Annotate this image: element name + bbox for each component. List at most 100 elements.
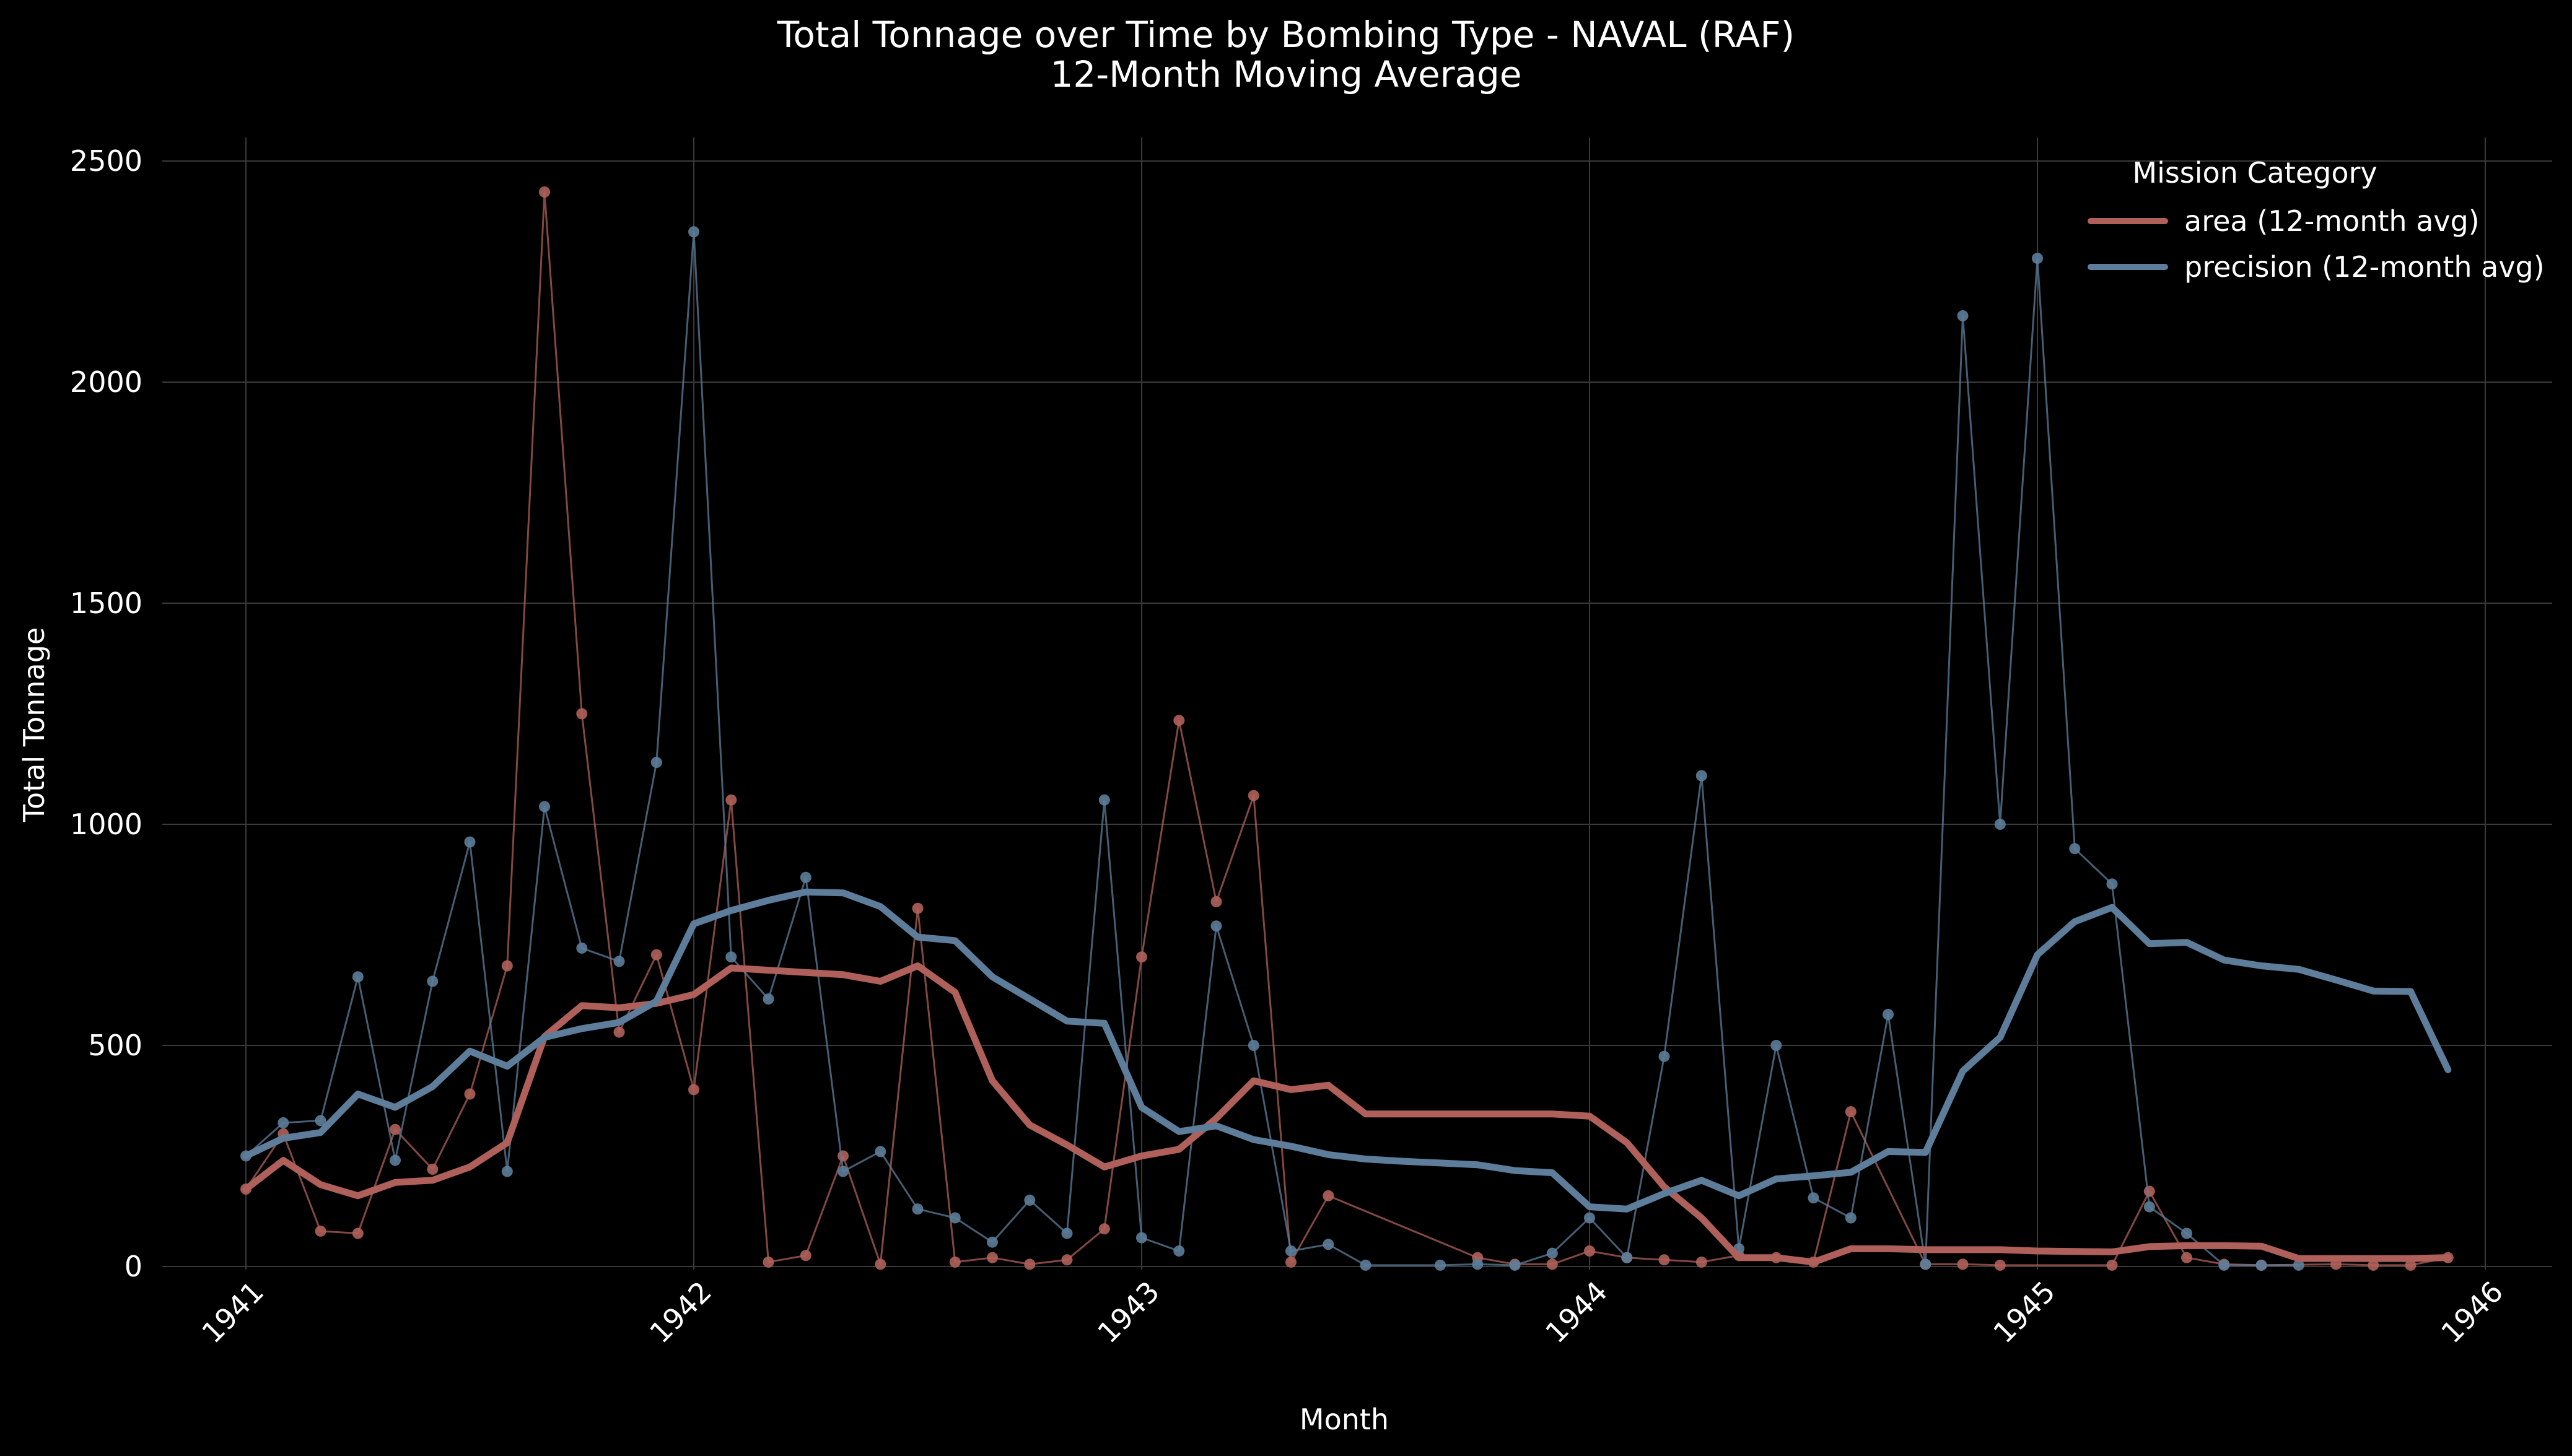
raw-point-precision <box>576 942 588 954</box>
raw-point-precision <box>1621 1252 1633 1263</box>
series-layer <box>240 186 2454 1271</box>
raw-point-precision <box>1509 1259 1521 1271</box>
raw-point-precision <box>1883 1009 1894 1020</box>
raw-point-precision <box>1210 920 1222 932</box>
raw-point-precision <box>2143 1201 2155 1213</box>
raw-point-precision <box>875 1146 886 1157</box>
raw-point-precision <box>2255 1259 2267 1271</box>
raw-point-area <box>2405 1259 2417 1271</box>
y-axis-label: Total Tonnage <box>17 627 51 822</box>
raw-point-precision <box>763 993 774 1005</box>
raw-point-precision <box>1845 1212 1857 1224</box>
raw-point-precision <box>2106 878 2118 890</box>
raw-point-precision <box>2069 843 2081 855</box>
raw-point-precision <box>1136 1232 1147 1244</box>
legend-item-precision: precision (12-month avg) <box>2081 244 2565 290</box>
x-axis-label: Month <box>1299 1403 1389 1436</box>
raw-point-precision <box>1360 1259 1371 1271</box>
y-tick-label: 1500 <box>70 586 142 620</box>
raw-point-area <box>1546 1258 1558 1270</box>
raw-point-area <box>1173 715 1185 726</box>
chart-title: Total Tonnage over Time by Bombing Type … <box>777 14 1795 56</box>
raw-point-area <box>1210 896 1222 907</box>
raw-point-area <box>875 1258 886 1270</box>
raw-point-area <box>1845 1106 1857 1118</box>
raw-point-precision <box>352 971 364 983</box>
raw-point-precision <box>315 1115 326 1127</box>
raw-point-area <box>688 1084 699 1096</box>
raw-point-area <box>1658 1254 1670 1266</box>
raw-point-precision <box>2032 253 2043 264</box>
raw-point-area <box>2368 1259 2379 1271</box>
raw-point-precision <box>613 956 625 967</box>
raw-point-precision <box>725 951 737 963</box>
raw-point-precision <box>1920 1258 1931 1270</box>
raw-point-area <box>427 1163 439 1175</box>
raw-point-area <box>1248 790 1259 801</box>
raw-point-area <box>501 960 513 972</box>
raw-point-precision <box>2293 1259 2304 1271</box>
raw-point-precision <box>1808 1192 1819 1204</box>
raw-point-precision <box>1994 819 2006 830</box>
y-tick-label: 2000 <box>70 365 142 399</box>
avg-line-area <box>242 962 2452 1266</box>
raw-point-precision <box>278 1117 289 1128</box>
raw-point-area <box>464 1088 476 1100</box>
raw-point-precision <box>539 801 550 813</box>
raw-line-precision <box>245 230 2299 1266</box>
raw-point-area <box>1584 1245 1595 1257</box>
raw-point-area <box>1061 1254 1073 1266</box>
raw-point-precision <box>1173 1245 1185 1257</box>
raw-point-precision <box>1285 1245 1297 1257</box>
raw-point-precision <box>501 1166 513 1177</box>
avg-line-precision <box>242 888 2452 1213</box>
raw-point-precision <box>2181 1227 2192 1239</box>
x-tick-label: 1946 <box>2434 1275 2509 1349</box>
raw-point-precision <box>1546 1247 1558 1259</box>
y-tick-label: 500 <box>88 1029 142 1062</box>
y-axis-ticks: 0 500 1000 1500 2000 2500 <box>70 144 142 1283</box>
raw-point-precision <box>1323 1239 1334 1250</box>
raw-point-area <box>763 1256 774 1268</box>
raw-point-area <box>2181 1252 2192 1263</box>
raw-point-precision <box>427 975 439 987</box>
raw-point-precision <box>987 1236 998 1248</box>
raw-point-precision <box>949 1212 961 1224</box>
x-tick-label: 1941 <box>195 1275 270 1349</box>
raw-point-precision <box>1584 1212 1595 1224</box>
raw-point-area <box>1285 1256 1297 1268</box>
legend-label-area: area (12-month avg) <box>2184 204 2480 238</box>
raw-point-area <box>1323 1190 1334 1201</box>
raw-point-area <box>576 708 588 720</box>
raw-point-area <box>1695 1256 1707 1268</box>
raw-point-precision <box>2218 1259 2230 1271</box>
raw-point-area <box>987 1252 998 1263</box>
x-tick-label: 1944 <box>1539 1275 1614 1349</box>
raw-point-area <box>1136 951 1147 963</box>
raw-point-area <box>1098 1223 1110 1235</box>
raw-point-area <box>2106 1259 2118 1271</box>
raw-point-area <box>725 794 737 806</box>
raw-point-precision <box>1695 770 1707 782</box>
raw-point-precision <box>1024 1194 1036 1206</box>
y-tick-label: 1000 <box>70 808 142 841</box>
raw-point-area <box>613 1026 625 1038</box>
raw-point-area <box>315 1225 326 1237</box>
raw-point-precision <box>1248 1040 1259 1051</box>
raw-point-precision <box>1472 1258 1484 1270</box>
raw-point-area <box>838 1150 849 1162</box>
raw-point-area <box>650 949 662 961</box>
raw-point-precision <box>390 1154 401 1166</box>
raw-point-precision <box>1957 310 1969 321</box>
legend-swatch-area <box>2088 218 2168 224</box>
raw-point-precision <box>688 226 699 238</box>
grid-lines <box>162 137 2552 1270</box>
legend: Mission Category area (12-month avg) pre… <box>2081 156 2565 290</box>
raw-point-precision <box>1435 1259 1446 1271</box>
x-tick-label: 1942 <box>643 1275 718 1349</box>
y-tick-label: 0 <box>125 1250 142 1283</box>
x-axis-ticks: 1941 1942 1943 1944 1945 1946 <box>195 1275 2509 1349</box>
raw-point-area <box>539 186 550 198</box>
legend-swatch-precision <box>2088 264 2168 270</box>
